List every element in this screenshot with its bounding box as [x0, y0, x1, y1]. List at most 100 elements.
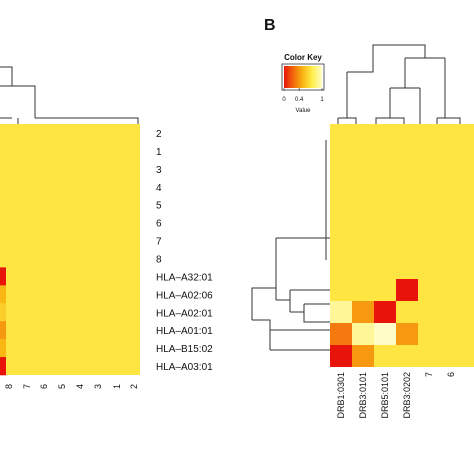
row-label: HLA–A01:01 — [156, 326, 213, 337]
heatmap-cell — [440, 345, 462, 367]
heatmap-cell — [0, 267, 6, 286]
panel-a-row-labels: 2 1 3 4 5 6 7 8 HLA–A32:01 HLA–A02:06 HLA–A02:01 HL… — [156, 129, 213, 373]
color-key-tick-label: 1 — [320, 97, 324, 103]
row-label: HLA–A02:01 — [156, 308, 213, 319]
row-label: HLA–A02:06 — [156, 290, 213, 301]
color-key: Color Key 0 0.4 1 Value — [281, 53, 325, 114]
color-key-xlabel: Value — [296, 108, 312, 114]
column-label: DRB5:0101 — [380, 372, 390, 419]
column-label: 7 — [424, 372, 434, 377]
heatmap-cell — [396, 301, 418, 323]
column-label: 8 — [4, 384, 14, 389]
heatmap-cell — [396, 323, 418, 345]
row-label: HLA–B15:02 — [156, 344, 213, 355]
heatmap-cell — [0, 357, 6, 376]
heatmap-cell — [440, 279, 462, 301]
panel-b-label: B — [264, 17, 276, 34]
column-label: 3 — [93, 384, 103, 389]
row-label: 2 — [156, 129, 162, 140]
dendrogram-branch — [338, 117, 357, 124]
row-label: HLA–A03:01 — [156, 362, 213, 373]
heatmap-cell — [0, 321, 6, 340]
row-label: 3 — [156, 165, 162, 176]
heatmap-cell — [418, 301, 440, 323]
heatmap-cell — [0, 303, 6, 322]
heatmap-cell — [0, 124, 6, 143]
heatmap-cell — [418, 345, 440, 367]
column-label: 7 — [22, 384, 32, 389]
heatmap-cell — [352, 301, 374, 323]
column-label: 6 — [446, 372, 456, 377]
heatmap-cell — [0, 159, 6, 179]
panel-a-column-labels: 8 7 6 5 4 3 1 2 — [4, 384, 139, 389]
column-label: DRB1:0301 — [336, 372, 346, 419]
heatmap-cell — [352, 279, 374, 301]
dendrogram-branch — [0, 66, 13, 86]
column-label: DRB3:0202 — [402, 372, 412, 419]
dendrogram-branch — [0, 85, 36, 118]
dendrogram-branch — [252, 319, 271, 340]
heatmap-cell — [0, 339, 6, 358]
heatmap-cell — [0, 231, 6, 250]
heatmap-cell — [0, 141, 6, 161]
panel-b-row-dendrogram — [251, 140, 330, 351]
heatmap-cell — [396, 279, 418, 301]
dendrogram-branch — [303, 304, 330, 323]
heatmap-cell — [374, 345, 396, 367]
heatmap-cell — [462, 345, 474, 367]
panel-b: B Color Key 0 0.4 1 Value — [251, 17, 474, 419]
panel-b-column-labels: DRB1:0301 DRB3:0101 DRB5:0101 DRB3:0202 7 6 — [336, 372, 456, 419]
panel-a: 2 1 3 4 5 6 7 8 HLA–A32:01 HLA–A02:06 HLA–A02:01 HL… — [0, 66, 213, 389]
heatmap-cell — [330, 323, 352, 345]
column-label: DRB3:0101 — [358, 372, 368, 419]
heatmap-cell — [0, 195, 6, 214]
dendrogram-branch — [375, 88, 391, 124]
heatmap-cell — [396, 345, 418, 367]
heatmap-cell — [374, 323, 396, 345]
color-key-ticks: 0 0.4 1 — [282, 88, 324, 103]
heatmap-cell — [462, 301, 474, 323]
heatmap-cell — [0, 177, 6, 197]
heatmap-cell — [440, 323, 462, 345]
column-label: 6 — [39, 384, 49, 389]
column-label: 5 — [57, 384, 67, 389]
panel-b-heatmap — [330, 124, 474, 367]
heatmap-cell — [330, 345, 352, 367]
heatmap-cell — [0, 249, 6, 268]
heatmap-cell — [440, 301, 462, 323]
row-label: 8 — [156, 254, 162, 265]
dendrogram-branch — [390, 117, 405, 124]
color-key-tick-label: 0.4 — [295, 97, 304, 103]
heatmap-cell — [0, 213, 6, 232]
panel-a-heatmap — [0, 124, 140, 376]
dendrogram-branch — [35, 117, 139, 124]
panel-b-column-dendrogram — [337, 44, 461, 124]
heatmap-cell — [330, 301, 352, 323]
heatmap-cell — [418, 279, 440, 301]
row-label: HLA–A32:01 — [156, 272, 213, 283]
color-key-tick-label: 0 — [282, 97, 286, 103]
dendrogram-branch — [437, 117, 461, 124]
row-label: 7 — [156, 237, 162, 248]
row-label: 1 — [156, 147, 162, 158]
heatmap-cell — [0, 285, 6, 304]
row-label: 6 — [156, 219, 162, 230]
column-label: 2 — [129, 384, 139, 389]
color-key-title: Color Key — [284, 53, 322, 62]
heatmap-cell — [330, 279, 352, 301]
heatmap-cell — [462, 279, 474, 301]
dendrogram-branch — [347, 44, 426, 73]
dendrogram-branch — [251, 287, 276, 320]
heatmap-cell — [418, 323, 440, 345]
panel-a-column-dendrogram — [0, 66, 139, 124]
color-key-gradient — [284, 66, 322, 88]
heatmap-background — [0, 124, 140, 375]
heatmap-cell — [462, 323, 474, 345]
row-label: 4 — [156, 183, 162, 194]
row-label: 5 — [156, 201, 162, 212]
column-label: 1 — [112, 384, 122, 389]
heatmap-cell — [374, 279, 396, 301]
heatmap-cell — [352, 323, 374, 345]
column-label: 4 — [75, 384, 85, 389]
heatmap-cell — [374, 301, 396, 323]
